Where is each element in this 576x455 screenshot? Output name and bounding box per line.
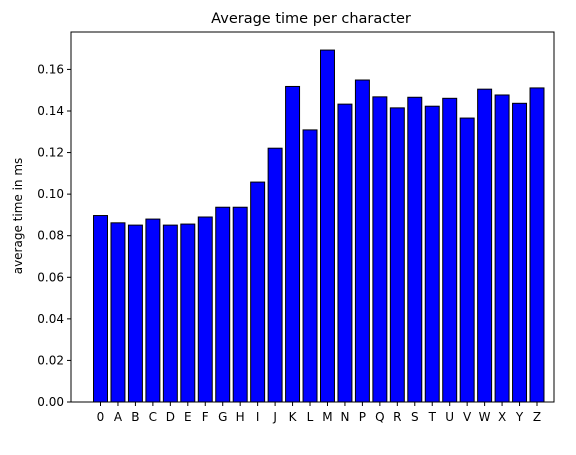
x-tick-label: B [131, 410, 139, 424]
bar-G [216, 207, 230, 402]
x-tick-label: W [479, 410, 491, 424]
x-tick-label: 0 [97, 410, 105, 424]
x-tick-label: G [218, 410, 227, 424]
y-axis-label: average time in ms [11, 158, 25, 275]
y-tick-label: 0.08 [37, 229, 64, 243]
x-tick-label: S [411, 410, 419, 424]
x-tick-label: A [114, 410, 123, 424]
bar-Y [513, 103, 527, 402]
bar-W [478, 89, 492, 402]
bar-D [163, 225, 177, 402]
x-tick-label: E [184, 410, 192, 424]
bar-S [408, 97, 422, 402]
y-tick-label: 0.00 [37, 395, 64, 409]
x-tick-label: D [166, 410, 175, 424]
bar-Q [373, 97, 387, 402]
y-tick-label: 0.12 [37, 146, 64, 160]
bar-M [321, 50, 335, 402]
bar-R [390, 108, 404, 402]
x-tick-label: N [340, 410, 349, 424]
y-tick-label: 0.10 [37, 187, 64, 201]
bar-U [443, 98, 457, 402]
bar-B [128, 225, 142, 402]
bar-V [460, 118, 474, 402]
bar-A [111, 223, 125, 402]
x-tick-label: Y [515, 410, 524, 424]
x-tick-label: C [149, 410, 157, 424]
y-tick-label: 0.04 [37, 312, 64, 326]
bar-K [286, 86, 300, 402]
bar-C [146, 219, 160, 402]
x-tick-label: K [289, 410, 298, 424]
x-tick-label: H [236, 410, 245, 424]
x-tick-label: Q [375, 410, 384, 424]
x-tick-label: U [445, 410, 454, 424]
x-tick-label: Z [533, 410, 541, 424]
y-tick-label: 0.14 [37, 104, 64, 118]
bar-0 [94, 216, 108, 402]
chart-title: Average time per character [211, 11, 411, 27]
y-tick-label: 0.16 [37, 62, 64, 76]
x-tick-label: P [359, 410, 366, 424]
bar-I [251, 182, 265, 402]
x-tick-label: L [307, 410, 314, 424]
bar-L [303, 130, 317, 402]
bar-H [233, 207, 247, 402]
bar-E [181, 224, 195, 402]
bars-group [94, 50, 544, 402]
bar-N [338, 104, 352, 402]
x-tick-label: J [272, 410, 277, 424]
bar-Z [530, 88, 544, 402]
x-tick-label: V [463, 410, 472, 424]
y-tick-label: 0.06 [37, 270, 64, 284]
y-axis-ticks: 0.00 0.02 0.04 0.06 0.08 0.10 0.12 0.14 0.16 [37, 62, 71, 409]
bar-F [198, 217, 212, 402]
bar-J [268, 148, 282, 402]
y-tick-label: 0.02 [37, 353, 64, 367]
bar-X [495, 95, 509, 402]
bar-P [355, 80, 369, 402]
bar-T [425, 106, 439, 402]
x-tick-label: F [202, 410, 209, 424]
x-tick-label: I [256, 410, 260, 424]
x-tick-label: T [428, 410, 437, 424]
x-tick-label: M [322, 410, 332, 424]
x-tick-label: X [498, 410, 506, 424]
x-tick-label: R [393, 410, 401, 424]
